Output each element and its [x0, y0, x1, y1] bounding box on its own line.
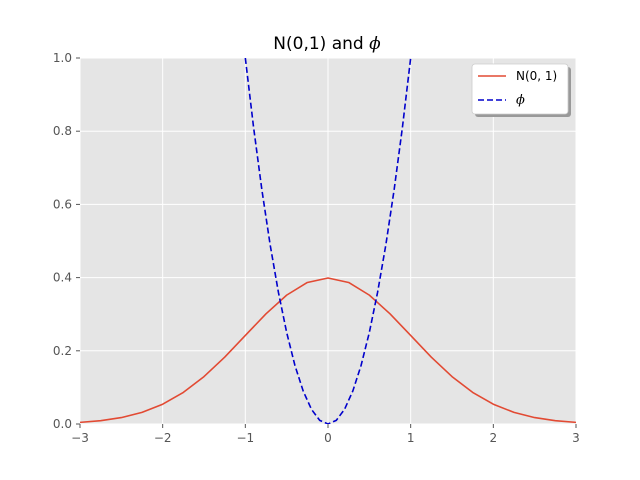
- legend: N(0, 1) ϕ: [471, 63, 571, 117]
- y-tick-label: 0.2: [53, 344, 72, 358]
- chart-title-text: N(0,1) and: [273, 34, 369, 54]
- chart-title-symbol: ϕ: [369, 34, 381, 54]
- y-tick-label: 0.4: [53, 271, 72, 285]
- normal-density-line: [80, 277, 576, 424]
- x-tick-label: −1: [236, 431, 254, 445]
- x-tick-label: −3: [71, 431, 89, 445]
- x-tick-label: 0: [324, 431, 332, 445]
- legend-label: N(0, 1): [516, 69, 557, 83]
- axis-ticks: −3 −2 −1 0 1 2 3 0.0 0.2 0.4 0.6 0.8 1.0: [53, 51, 580, 445]
- x-tick-label: 2: [490, 431, 498, 445]
- y-tick-label: 1.0: [53, 51, 72, 65]
- y-tick-label: 0.6: [53, 197, 72, 211]
- phi-line: [244, 58, 412, 424]
- x-tick-label: 3: [572, 431, 580, 445]
- x-tick-label: −2: [154, 431, 172, 445]
- series-layer: [80, 58, 576, 424]
- x-tick-label: 1: [407, 431, 415, 445]
- y-tick-label: 0.8: [53, 124, 72, 138]
- chart-title: N(0,1) and ϕ: [273, 34, 381, 54]
- y-tick-label: 0.0: [53, 417, 72, 431]
- legend-label: ϕ: [516, 93, 525, 108]
